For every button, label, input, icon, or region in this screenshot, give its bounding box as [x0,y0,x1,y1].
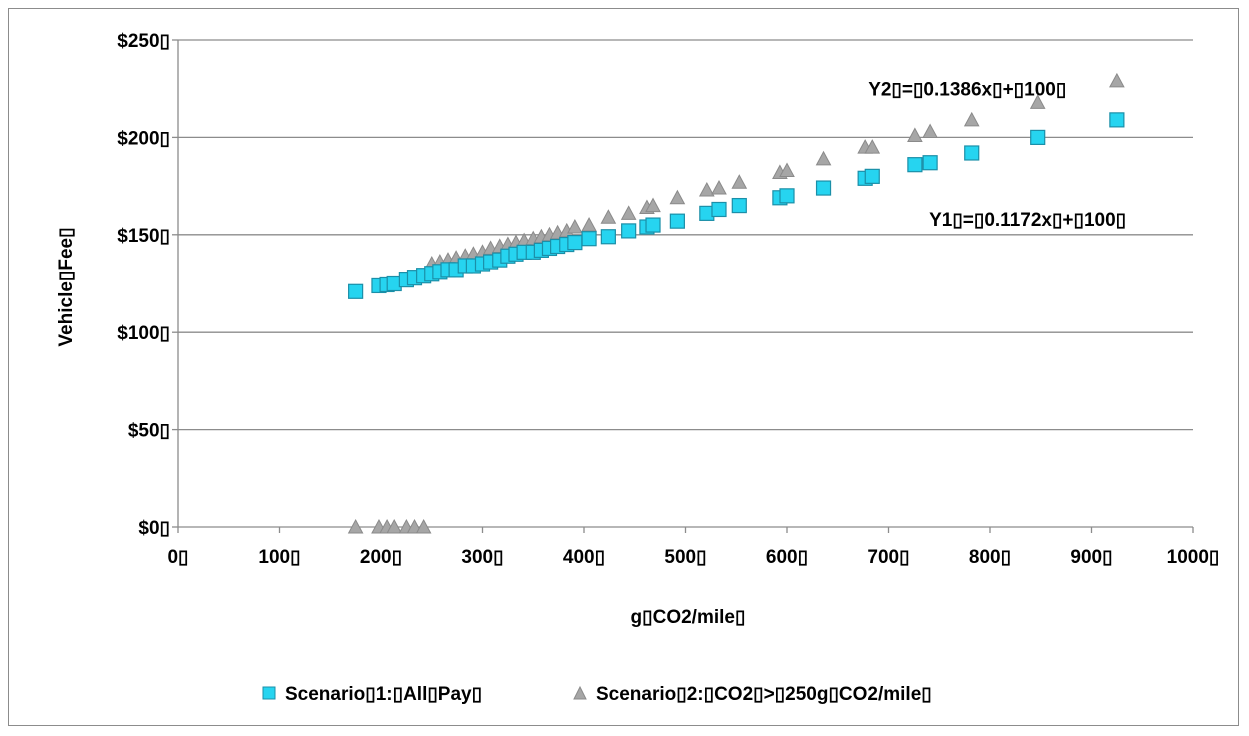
x-tick-label: 100▯ [258,547,300,568]
series-1-point [923,156,937,170]
y-tick-label: $150▯ [117,226,170,247]
series-2-point [712,181,726,194]
x-axis-ticks: 0▯ 100▯ 200▯ 300▯ 400▯ 500▯ 600▯ 700▯ 800▯ 900▯ 10… [167,527,1219,568]
series-2-point [817,152,831,165]
series-1-point [780,189,794,203]
legend-label-series-1: Scenario▯1:▯All▯Pay▯ [285,684,482,705]
y-axis-title: Vehicle▯Fee▯ [56,227,77,346]
series-1-point [670,214,684,228]
x-axis-title: g▯CO2/mile▯ [631,607,746,628]
series-1-point [349,284,363,298]
x-tick-label: 600▯ [766,547,808,568]
y-tick-label: $250▯ [117,31,170,52]
series-1-point [1110,113,1124,127]
annotations: Y2▯=▯0.1386x▯+▯100▯ Y1▯=▯0.1172x▯+▯100▯ [868,80,1126,232]
x-tick-label: 500▯ [664,547,706,568]
trendline-equation-label: Y2▯=▯0.1386x▯+▯100▯ [868,80,1066,101]
series-2-point [582,218,596,231]
series-2-point [568,220,582,233]
series-2-point [601,210,615,223]
trendline-equation-label: Y1▯=▯0.1172x▯+▯100▯ [929,210,1126,231]
series-1-point [817,181,831,195]
series-1-point [568,236,582,250]
series-1-point [1031,130,1045,144]
legend-marker-series-2 [574,687,586,699]
x-tick-label: 1000▯ [1167,547,1220,568]
x-tick-label: 700▯ [867,547,909,568]
legend-label-series-2: Scenario▯2:▯CO2▯>▯250g▯CO2/mile▯ [596,684,932,705]
series-1-point [732,199,746,213]
series-2-point [965,113,979,126]
series-1-point [712,202,726,216]
legend-marker-series-1 [263,687,275,699]
series-2-point [1110,74,1124,87]
series-points [349,74,1124,533]
y-tick-label: $100▯ [117,323,170,344]
series-2-point [670,191,684,204]
series-2-point [923,125,937,138]
y-tick-label: $200▯ [117,128,170,149]
series-1-point [965,146,979,160]
axes [178,40,1193,527]
series-1-point [908,158,922,172]
series-2-point [622,206,636,219]
x-tick-label: 200▯ [360,547,402,568]
series-1-point [865,169,879,183]
y-tick-label: $50▯ [128,421,170,442]
x-tick-label: 300▯ [461,547,503,568]
x-tick-label: 0▯ [167,547,188,568]
legend: Scenario▯1:▯All▯Pay▯ Scenario▯2:▯CO2▯>▯2… [263,684,932,705]
x-tick-label: 400▯ [563,547,605,568]
series-2-point [908,128,922,141]
series-2-point [732,175,746,188]
series-1-point [646,218,660,232]
series-1-point [582,232,596,246]
y-axis-ticks: $0▯ $50▯ $100▯ $150▯ $200▯ $250▯ [117,31,178,539]
series-1-point [622,224,636,238]
series-1-point [601,230,615,244]
x-tick-label: 800▯ [969,547,1011,568]
x-tick-label: 900▯ [1070,547,1112,568]
y-tick-label: $0▯ [138,518,170,539]
